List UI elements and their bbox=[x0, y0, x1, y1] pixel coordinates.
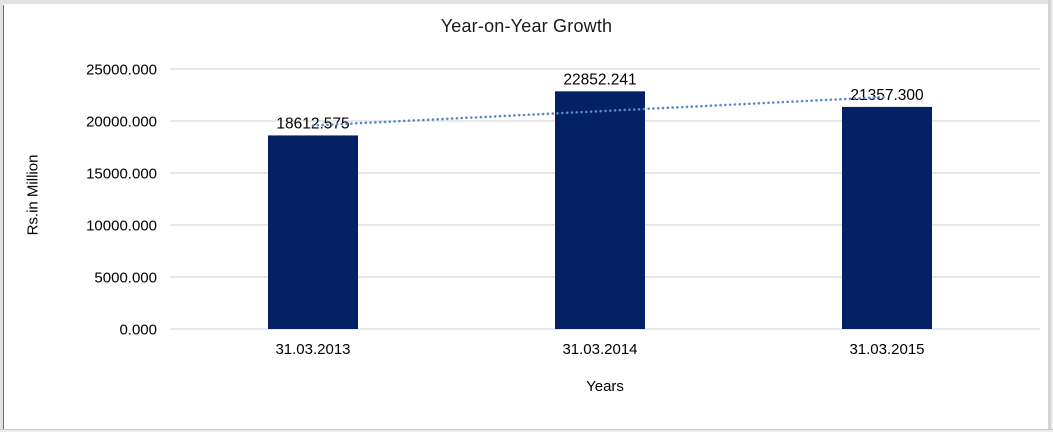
bar-value-label: 21357.300 bbox=[850, 87, 924, 104]
bar-value-label: 22852.241 bbox=[563, 71, 636, 88]
frame-border-bottom-line bbox=[0, 429, 1053, 430]
bar bbox=[555, 91, 645, 329]
frame-border-left-line bbox=[3, 5, 4, 431]
frame-border-right bbox=[1051, 0, 1053, 432]
y-tick-label: 5000.000 bbox=[94, 270, 157, 287]
bar bbox=[268, 135, 358, 329]
frame-border-right-line bbox=[1048, 0, 1051, 432]
x-tick-label: 31.03.2013 bbox=[275, 341, 350, 358]
y-tick-label: 0.000 bbox=[119, 322, 157, 339]
y-tick-label: 20000.000 bbox=[86, 114, 157, 131]
y-tick-label: 15000.000 bbox=[86, 166, 157, 183]
frame-border-bottom bbox=[0, 430, 1053, 432]
y-tick-label: 10000.000 bbox=[86, 218, 157, 235]
frame-border-top bbox=[0, 0, 1053, 4]
bar-value-label: 18612.575 bbox=[276, 115, 349, 132]
x-tick-label: 31.03.2014 bbox=[562, 341, 637, 358]
x-axis-title: Years bbox=[586, 378, 624, 395]
y-tick-label: 25000.000 bbox=[86, 62, 157, 79]
frame-border-left bbox=[0, 0, 3, 432]
x-tick-label: 31.03.2015 bbox=[849, 341, 924, 358]
bar bbox=[842, 106, 932, 329]
chart-title: Year-on-Year Growth bbox=[440, 16, 613, 36]
trendline bbox=[311, 95, 889, 127]
